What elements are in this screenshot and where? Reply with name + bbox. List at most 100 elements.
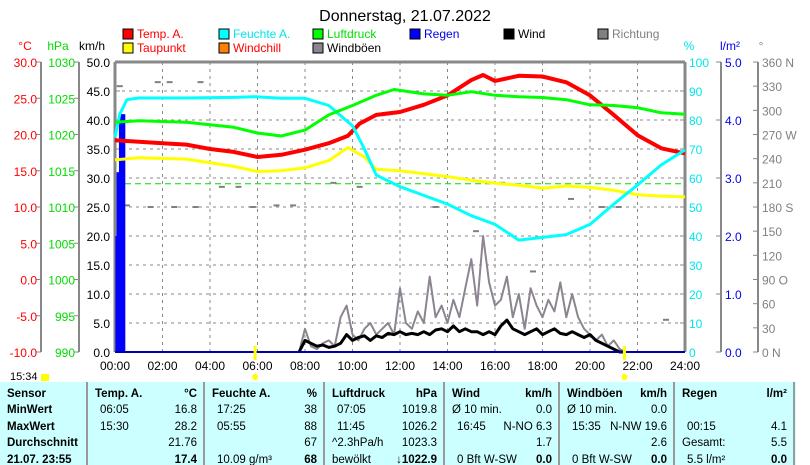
sun-marker-icon xyxy=(41,374,49,381)
axis-tick-label-rain: 5.0 xyxy=(725,56,742,70)
axis-tick-label-direction: 180 S xyxy=(762,201,793,215)
table-cell: 0.0 xyxy=(536,453,552,465)
table-cell: 68 xyxy=(304,453,317,465)
axis-unit-pressure: hPa xyxy=(47,39,69,53)
x-tick-label: 14:00 xyxy=(432,359,462,373)
axis-unit-temp: °C xyxy=(18,39,32,53)
table-cell: 38 xyxy=(304,404,317,416)
legend-label: Windchill xyxy=(233,41,281,55)
axis-tick-label-direction: 120 xyxy=(762,249,782,263)
axis-tick-label-temp: -5.0 xyxy=(16,310,37,324)
table-cell: km/h xyxy=(525,388,552,400)
table-column: Wind km/h Ø 10 min. 0.0 16:45 N-NO 6.3 1.7 0 Bf… xyxy=(445,382,560,465)
series-line-wind xyxy=(297,318,626,354)
table-cell: % xyxy=(306,388,317,400)
table-column: Windböen km/h Ø 10 min. 0.0 15:35 N-NW 19.6 2.… xyxy=(560,382,675,465)
sunrise-sun-icon xyxy=(252,374,259,380)
table-column: Feuchte A.% 17:25 38 05:55 88 67 10.09 g/m³ 68 xyxy=(205,382,325,465)
axis-tick-label-pressure: 1010 xyxy=(48,201,75,215)
table-cell: 28.2 xyxy=(174,420,197,433)
axis-tick-label-temp: 25.0 xyxy=(14,92,38,106)
legend-swatch xyxy=(409,28,421,40)
legend-label: Taupunkt xyxy=(137,41,186,55)
series-line-taupunkt xyxy=(114,146,686,199)
table-cell: bewölkt xyxy=(332,453,371,465)
axis-tick-label-pressure: 1015 xyxy=(48,165,75,179)
axis-tick-label-temp: 10.0 xyxy=(14,201,38,215)
axis-tick-label-wind: 10.0 xyxy=(87,288,111,302)
legend-label: Temp. A. xyxy=(137,27,184,41)
axis-tick-label-humidity: 30 xyxy=(689,259,703,273)
table-cell: 4.1 xyxy=(771,420,787,433)
axis-tick-label-humidity: 70 xyxy=(689,143,703,157)
table-cell: 67 xyxy=(304,437,317,449)
chart-title: Donnerstag, 21.07.2022 xyxy=(319,8,491,25)
table-cell: N-NW 19.6 xyxy=(610,420,667,433)
table-cell: 21.07. 23:55 xyxy=(7,453,72,465)
table-cell: 17:25 xyxy=(217,404,246,416)
axis-tick-label-humidity: 10 xyxy=(689,317,703,331)
legend-label: Feuchte A. xyxy=(233,27,290,41)
x-tick-label: 02:00 xyxy=(147,359,177,373)
table-cell: Temp. A. xyxy=(95,388,143,400)
axis-tick-label-pressure: 1000 xyxy=(48,274,75,288)
legend-swatch xyxy=(122,28,134,40)
table-cell: hPa xyxy=(415,388,437,400)
table-cell: 06:05 xyxy=(100,404,129,416)
axis-tick-label-humidity: 20 xyxy=(689,288,703,302)
x-tick-label: 00:00 xyxy=(100,359,130,373)
legend-label: Regen xyxy=(424,27,459,41)
legend-swatch xyxy=(218,42,230,54)
table-cell: 1026.2 xyxy=(401,420,437,433)
rain-bar xyxy=(121,114,126,352)
rain-bar xyxy=(118,114,123,352)
axis-tick-label-pressure: 1020 xyxy=(48,129,75,143)
axis-tick-label-temp: 30.0 xyxy=(14,56,38,70)
axis-tick-label-wind: 45.0 xyxy=(87,85,111,99)
table-cell: 15:30 xyxy=(100,420,129,433)
x-tick-label: 18:00 xyxy=(527,359,557,373)
axis-tick-label-direction: 210 xyxy=(762,177,782,191)
table-cell: 21.76 xyxy=(168,437,197,449)
axis-tick-label-humidity: 80 xyxy=(689,114,703,128)
table-cell: km/h xyxy=(640,388,667,400)
x-tick-label: 04:00 xyxy=(195,359,225,373)
legend-swatch xyxy=(312,28,324,40)
table-cell: Wind xyxy=(452,388,480,400)
axis-tick-label-wind: 20.0 xyxy=(87,230,111,244)
legend-label: Luftdruck xyxy=(327,27,377,41)
axis-tick-label-humidity: 50 xyxy=(689,201,703,215)
x-tick-label: 12:00 xyxy=(385,359,415,373)
table-cell: Durchschnitt xyxy=(7,437,78,449)
axis-tick-label-wind: 0.0 xyxy=(93,346,110,360)
axis-unit-rain: l/m² xyxy=(720,39,740,53)
table-cell: 11:45 xyxy=(337,420,365,433)
axis-tick-label-rain: 1.0 xyxy=(725,288,742,302)
series-line-luftdruck xyxy=(114,88,686,138)
x-tick-label: 20:00 xyxy=(575,359,605,373)
table-column: Luftdruck hPa 07:05 1019.8 11:45 1026.2 ^2.3hP… xyxy=(325,382,445,465)
table-cell: l/m² xyxy=(766,388,787,400)
legend-swatch xyxy=(122,42,134,54)
axis-tick-label-wind: 50.0 xyxy=(87,56,111,70)
axis-tick-label-direction: 330 xyxy=(762,80,782,94)
table-cell: 5.5 xyxy=(771,437,787,449)
table-cell: Feuchte A. xyxy=(212,388,271,400)
table-cell: 5.5 l/m² xyxy=(687,453,726,465)
legend-swatch xyxy=(218,28,230,40)
table-column: Sensor MinWert MaxWert Durchschnitt 21.07. 2… xyxy=(0,382,88,465)
table-column: Temp. A. °C 06:05 16.8 15:30 28.2 21.76 17.4 xyxy=(88,382,205,465)
axis-tick-label-rain: 0.0 xyxy=(725,346,742,360)
table-cell: MaxWert xyxy=(7,420,55,433)
x-tick-label: 10:00 xyxy=(337,359,367,373)
x-tick-label: 16:00 xyxy=(480,359,510,373)
rain-bar xyxy=(116,172,121,352)
axis-tick-label-direction: 300 xyxy=(762,104,782,118)
axis-tick-label-humidity: 40 xyxy=(689,230,703,244)
axis-tick-label-pressure: 990 xyxy=(55,346,75,360)
axis-tick-label-direction: 60 xyxy=(762,298,776,312)
table-cell: Luftdruck xyxy=(332,388,386,400)
legend-swatch xyxy=(503,28,515,40)
table-cell: N-NO 6.3 xyxy=(503,420,552,433)
axis-tick-label-temp: 15.0 xyxy=(14,165,38,179)
